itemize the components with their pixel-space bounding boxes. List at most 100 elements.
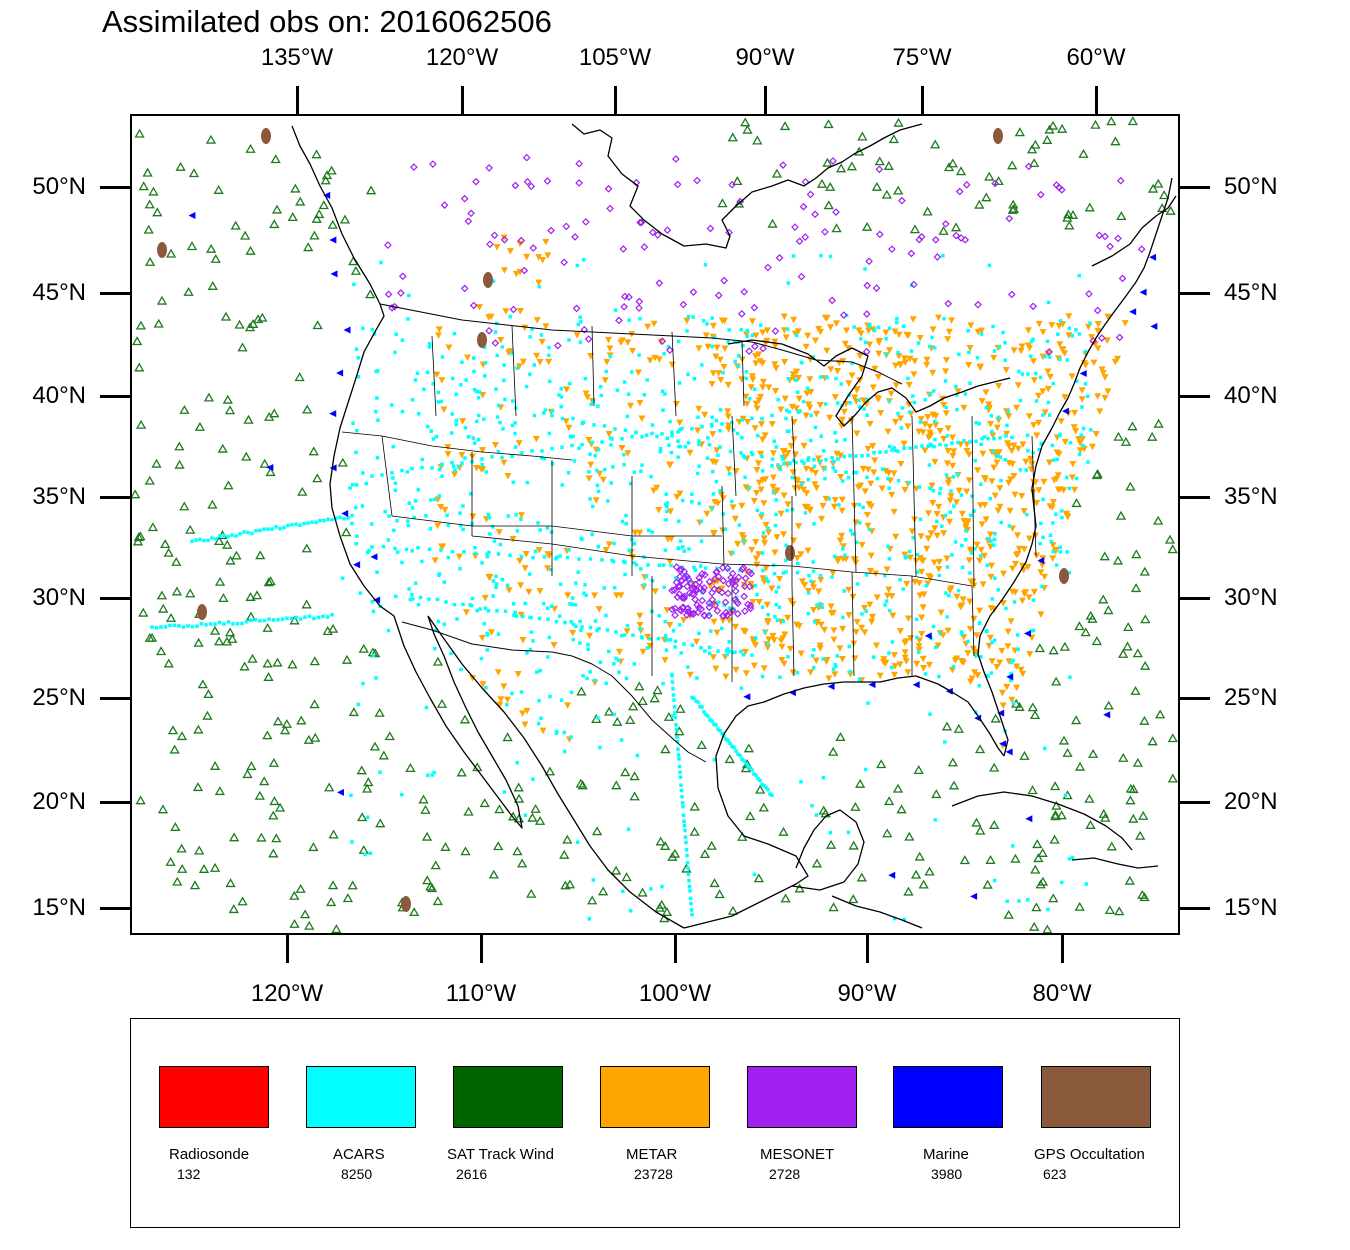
acars-track-obs <box>563 620 567 625</box>
sat-track-wind-obs <box>237 342 248 352</box>
acars-track-obs <box>694 699 698 703</box>
acars-obs <box>554 731 559 735</box>
metar-obs <box>882 329 890 337</box>
metar-obs <box>897 461 905 468</box>
mesonet-obs <box>672 563 681 571</box>
mesonet-obs <box>683 582 691 591</box>
acars-obs <box>496 403 501 408</box>
acars-track-obs <box>807 573 811 578</box>
acars-track-obs <box>908 446 912 450</box>
acars-obs <box>386 538 391 542</box>
acars-obs <box>760 551 765 555</box>
acars-obs <box>628 909 633 913</box>
sat-track-wind-obs <box>846 161 857 171</box>
acars-obs <box>356 375 361 379</box>
acars-obs <box>416 411 421 416</box>
sat-track-wind-obs <box>758 802 769 812</box>
left-tick <box>100 697 130 700</box>
acars-obs <box>676 519 681 523</box>
marine-obs <box>329 236 337 244</box>
sat-track-wind-obs <box>163 547 174 557</box>
acars-obs <box>710 469 715 474</box>
acars-obs <box>360 504 365 508</box>
metar-obs <box>890 652 898 659</box>
acars-track-obs <box>210 536 214 540</box>
acars-obs <box>405 470 410 474</box>
acars-track-obs <box>274 525 278 529</box>
mesonet-obs <box>779 161 787 169</box>
metar-obs <box>784 450 792 457</box>
metar-obs <box>794 478 802 485</box>
metar-obs <box>1011 560 1019 568</box>
acars-obs <box>801 399 806 404</box>
sat-track-wind-obs <box>743 743 754 753</box>
mesonet-obs <box>872 284 881 292</box>
metar-obs <box>631 529 639 537</box>
acars-track-obs <box>186 624 190 628</box>
acars-obs <box>662 351 666 356</box>
metar-obs <box>917 533 925 540</box>
acars-obs <box>624 521 629 526</box>
sat-track-wind-obs <box>663 711 675 721</box>
metar-obs <box>1061 438 1069 446</box>
acars-track-obs <box>896 449 900 454</box>
mesonet-obs <box>746 601 755 610</box>
acars-obs <box>931 488 936 493</box>
acars-obs <box>663 548 668 552</box>
sat-track-wind-obs <box>186 241 198 251</box>
mesonet-obs <box>711 575 719 583</box>
acars-obs <box>579 320 583 324</box>
legend-label: Marine <box>923 1146 969 1163</box>
acars-obs <box>959 630 964 634</box>
acars-obs <box>350 483 355 487</box>
sat-track-wind-obs <box>955 166 967 176</box>
acars-obs <box>434 434 439 439</box>
metar-obs <box>1046 373 1054 381</box>
metar-obs <box>946 497 954 504</box>
acars-obs <box>712 335 717 340</box>
acars-obs <box>979 332 984 336</box>
sat-track-wind-obs <box>156 590 168 600</box>
sat-track-wind-obs <box>689 801 700 811</box>
sat-track-wind-obs <box>848 840 859 850</box>
acars-obs <box>999 520 1003 525</box>
acars-obs <box>1009 671 1013 676</box>
sat-track-wind-obs <box>247 653 258 663</box>
sat-track-wind-obs <box>564 879 576 889</box>
metar-obs <box>1020 590 1028 598</box>
acars-track-obs <box>600 440 604 444</box>
mesonet-obs <box>962 180 971 189</box>
acars-obs <box>831 667 836 671</box>
acars-track-obs <box>679 783 683 787</box>
mesonet-obs <box>695 574 704 582</box>
metar-obs <box>976 363 984 371</box>
acars-obs <box>857 521 862 525</box>
acars-obs <box>1029 354 1033 358</box>
mesonet-obs <box>974 300 982 309</box>
acars-obs <box>632 662 637 666</box>
acars-track-obs <box>824 458 828 462</box>
acars-track-obs <box>154 625 159 630</box>
metar-obs <box>959 659 967 667</box>
acars-track-obs <box>512 613 516 618</box>
acars-track-obs <box>271 618 276 622</box>
metar-obs <box>676 490 684 498</box>
metar-obs <box>1061 394 1069 401</box>
sat-track-wind-obs <box>1122 641 1133 651</box>
sat-track-wind-obs <box>252 314 264 324</box>
acars-track-obs <box>812 458 816 462</box>
acars-obs <box>726 340 730 344</box>
sat-track-wind-obs <box>1087 613 1098 623</box>
metar-obs <box>709 322 717 330</box>
metar-obs <box>504 696 512 704</box>
acars-obs <box>896 411 900 416</box>
acars-track-obs <box>680 426 684 431</box>
sat-track-wind-obs <box>512 846 523 856</box>
acars-obs <box>476 437 481 442</box>
metar-obs <box>915 647 923 654</box>
acars-obs <box>560 483 564 487</box>
metar-obs <box>1103 337 1111 344</box>
acars-track-obs <box>872 451 876 455</box>
acars-obs <box>686 314 691 319</box>
acars-obs <box>340 576 345 580</box>
